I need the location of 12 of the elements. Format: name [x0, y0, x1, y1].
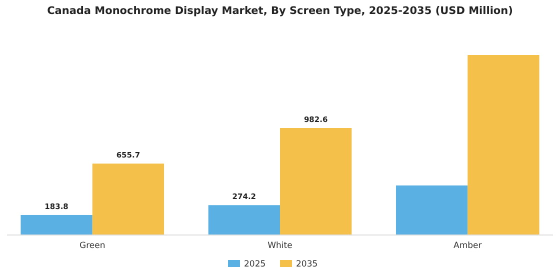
- chart-title: Canada Monochrome Display Market, By Screen Type, 2025-2035 (USD Million): [47, 5, 513, 17]
- bar: [396, 185, 468, 235]
- bar: [280, 128, 352, 235]
- bar: [468, 55, 540, 235]
- x-tick-label: Amber: [454, 241, 482, 251]
- x-tick-label: White: [268, 241, 292, 251]
- bar: [20, 214, 92, 235]
- legend-label: 2035: [296, 260, 318, 270]
- legend-label: 2025: [244, 260, 266, 270]
- bar: [208, 205, 280, 235]
- x-tick-label: Green: [79, 241, 106, 251]
- bar: [92, 164, 164, 235]
